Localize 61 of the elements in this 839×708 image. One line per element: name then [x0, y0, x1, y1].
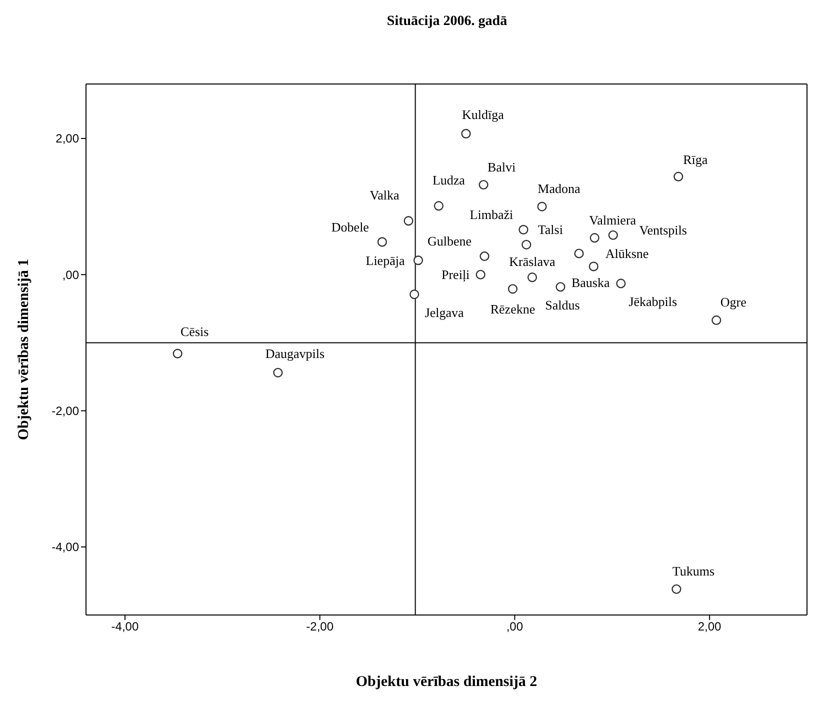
y-axis-title: Objektu vērības dimensijā 1: [16, 258, 32, 440]
point: [527, 272, 538, 282]
data-label: Daugavpils: [265, 346, 325, 362]
data-label: Jēkabpils: [628, 294, 678, 309]
data-label: Cēsis: [180, 324, 209, 340]
x-axis-title: Objektu vērības dimensijā 2: [356, 674, 538, 690]
data-label: Tukums: [672, 564, 715, 579]
data-label: Rīga: [683, 152, 708, 168]
point: [674, 172, 684, 182]
data-label: Saldus: [545, 297, 580, 312]
point: [608, 230, 618, 240]
x-tick-label: -4,00: [111, 620, 139, 634]
point: [413, 256, 424, 266]
point: [410, 290, 420, 300]
point: [404, 216, 414, 226]
y-tick-label: -4,00: [52, 540, 80, 554]
point: [588, 262, 598, 272]
point: [434, 201, 444, 211]
data-label: Preiļi: [442, 267, 470, 282]
data-label: Valmiera: [589, 212, 636, 228]
point: [616, 278, 626, 288]
point: [273, 368, 283, 378]
point: [518, 224, 528, 234]
data-label: Limbaži: [470, 207, 514, 222]
data-label: Madona: [538, 181, 581, 196]
data-label: Ludza: [432, 172, 466, 188]
data-label: Balvi: [487, 159, 516, 174]
point: [590, 233, 600, 243]
data-label: Valka: [370, 187, 400, 202]
data-label: Ventspils: [639, 222, 687, 238]
point: [672, 584, 682, 594]
point: [461, 128, 471, 138]
point: [537, 202, 547, 212]
data-label: Dobele: [331, 219, 370, 234]
data-label: Kuldīga: [462, 107, 504, 122]
point: [574, 248, 584, 258]
point: [478, 180, 488, 190]
y-tick-label: ,00: [62, 268, 80, 282]
y-tick-label: 2,00: [56, 132, 80, 146]
point: [556, 282, 566, 292]
data-label: Rēzekne: [490, 301, 536, 316]
x-tick-label: 2,00: [698, 620, 722, 634]
point: [476, 270, 486, 280]
chart-title: Situācija 2006. gadā: [386, 14, 508, 30]
data-label: Krāslava: [509, 254, 556, 269]
point: [508, 284, 518, 294]
y-tick-label: -2,00: [52, 404, 80, 418]
point: [522, 240, 532, 250]
data-label: Jelgava: [424, 304, 464, 320]
data-label: Talsi: [538, 222, 564, 238]
x-tick-label: ,00: [506, 620, 524, 634]
data-label: Gulbene: [427, 234, 472, 249]
data-label: Alūksne: [605, 246, 649, 262]
point: [377, 237, 387, 247]
point: [480, 251, 490, 262]
data-label: Liepāja: [366, 252, 405, 268]
point: [712, 315, 722, 326]
x-tick-label: -2,00: [306, 620, 334, 634]
data-label: Ogre: [720, 294, 747, 310]
data-label: Bauska: [571, 274, 610, 290]
point: [172, 348, 182, 358]
